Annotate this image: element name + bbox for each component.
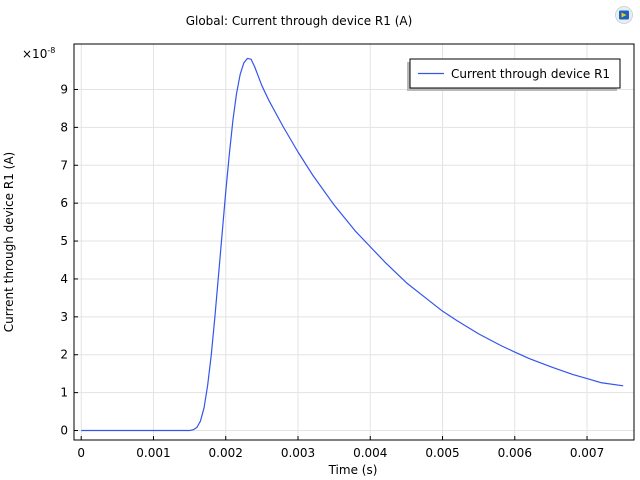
x-tick-label: 0.003 xyxy=(281,446,315,460)
x-tick-label: 0.006 xyxy=(498,446,532,460)
y-tick-label: 1 xyxy=(60,386,68,400)
y-axis-label: Current through device R1 (A) xyxy=(2,152,16,332)
x-tick-label: 0.007 xyxy=(570,446,604,460)
legend[interactable]: Current through device R1 xyxy=(407,58,621,91)
y-tick-label: 3 xyxy=(60,310,68,324)
x-tick-label: 0 xyxy=(77,446,85,460)
legend-box xyxy=(409,58,621,89)
y-tick-label: 9 xyxy=(60,82,68,96)
y-ticks: 0 1 2 3 4 5 6 7 8 9 xyxy=(60,82,78,438)
chart-title: Global: Current through device R1 (A) xyxy=(185,14,413,28)
x-tick-label: 0.004 xyxy=(353,446,387,460)
y-tick-label: 7 xyxy=(60,158,68,172)
x-tick-label: 0.005 xyxy=(425,446,459,460)
y-tick-label: 5 xyxy=(60,234,68,248)
x-ticks: 0 0.001 0.002 0.003 0.004 0.005 0.006 0.007 xyxy=(77,436,604,460)
y-tick-label: 0 xyxy=(60,424,68,438)
axes xyxy=(73,43,635,441)
x-axis-label: Time (s) xyxy=(328,463,378,477)
series-layer xyxy=(81,57,624,432)
series-line xyxy=(81,57,624,432)
x-tick-label: 0.001 xyxy=(136,446,170,460)
y-tick-label: 4 xyxy=(60,272,68,286)
y-tick-label: 2 xyxy=(60,348,68,362)
plot-frame xyxy=(73,43,635,441)
y-tick-label: 6 xyxy=(60,196,68,210)
comsol-logo-icon[interactable] xyxy=(614,6,634,24)
y-axis-multiplier: ×10-8 xyxy=(22,46,55,61)
y-tick-label: 8 xyxy=(60,120,68,134)
grid xyxy=(74,44,634,440)
legend-entry-label: Current through device R1 xyxy=(451,67,610,81)
x-tick-label: 0.002 xyxy=(209,446,243,460)
